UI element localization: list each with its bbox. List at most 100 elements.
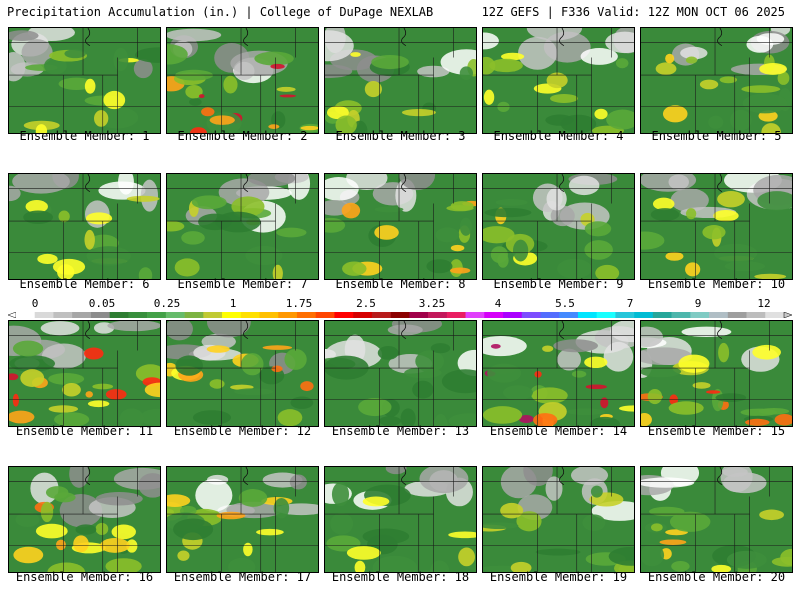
precip-area xyxy=(198,213,232,231)
precip-area xyxy=(167,220,185,232)
precip-area xyxy=(441,369,476,394)
dry-area xyxy=(641,477,695,488)
legend-tick-label: 1.75 xyxy=(285,297,313,310)
ensemble-member-label: Ensemble Member: 8 xyxy=(335,277,466,291)
ensemble-map-panel xyxy=(482,320,635,427)
dry-area xyxy=(568,175,600,196)
precip-area xyxy=(9,410,35,424)
precip-area xyxy=(585,384,607,390)
dry-area xyxy=(668,174,689,190)
precip-area xyxy=(450,267,471,274)
precip-area xyxy=(600,397,609,409)
precip-area xyxy=(404,367,442,379)
legend-color-swatch xyxy=(353,312,373,318)
precip-area xyxy=(777,71,790,85)
precip-area xyxy=(47,562,86,572)
precip-area xyxy=(25,200,48,214)
precip-area xyxy=(9,373,19,381)
precip-area xyxy=(484,207,532,218)
precip-area xyxy=(326,105,349,120)
precip-area xyxy=(759,63,787,75)
precip-area xyxy=(433,413,448,426)
legend-color-swatch xyxy=(746,312,766,318)
valid-time-label: 12Z GEFS | F336 Valid: 12Z MON OCT 06 20… xyxy=(481,5,785,19)
precip-area xyxy=(459,66,474,81)
ensemble-map-panel xyxy=(166,466,319,573)
dry-area xyxy=(140,179,159,212)
legend-color-swatch xyxy=(165,312,185,318)
dry-area xyxy=(483,336,527,357)
precip-area xyxy=(717,190,745,208)
precip-area xyxy=(209,115,235,125)
ensemble-member-label: Ensemble Member: 11 xyxy=(15,424,154,438)
precip-area xyxy=(761,123,781,133)
dry-area xyxy=(21,39,53,66)
precip-area xyxy=(655,62,677,76)
precip-area xyxy=(64,49,86,59)
precip-area xyxy=(571,370,587,378)
precip-area xyxy=(641,413,652,426)
precip-area xyxy=(741,85,781,93)
river-line xyxy=(85,467,91,486)
dry-area xyxy=(325,30,354,62)
dry-area xyxy=(195,478,233,512)
precip-area xyxy=(740,408,778,417)
precip-area xyxy=(262,345,293,350)
dry-area xyxy=(233,61,255,81)
legend-color-swatch xyxy=(72,312,92,318)
precip-area xyxy=(13,546,44,564)
ensemble-member-label: Ensemble Member: 3 xyxy=(335,129,466,143)
precip-area xyxy=(284,348,307,370)
precip-area xyxy=(374,206,404,213)
precip-area xyxy=(126,195,160,202)
precip-map xyxy=(9,28,160,133)
dry-area xyxy=(107,321,160,332)
precip-area xyxy=(490,343,501,349)
precip-area xyxy=(167,494,191,508)
precip-area xyxy=(502,385,533,401)
precip-area xyxy=(668,401,704,415)
ensemble-map-panel xyxy=(8,466,161,573)
precip-area xyxy=(290,396,314,409)
legend-color-bar xyxy=(8,312,792,318)
precip-area xyxy=(458,547,476,567)
river-line xyxy=(717,174,723,193)
precip-area xyxy=(759,509,785,521)
precip-area xyxy=(276,86,296,92)
precip-area xyxy=(641,544,665,567)
precip-area xyxy=(111,524,136,540)
ensemble-member-label: Ensemble Member: 7 xyxy=(177,277,308,291)
precip-area xyxy=(606,109,634,130)
precip-area xyxy=(228,557,256,572)
ensemble-map-panel xyxy=(166,320,319,427)
precip-area xyxy=(495,198,528,206)
river-line xyxy=(85,174,91,193)
river-line xyxy=(401,321,407,340)
precip-area xyxy=(483,89,495,105)
ensemble-member-label: Ensemble Member: 17 xyxy=(173,570,312,584)
precip-area xyxy=(175,355,203,376)
precip-area xyxy=(500,502,524,519)
precip-area xyxy=(270,63,285,70)
ensemble-member-label: Ensemble Member: 2 xyxy=(177,129,308,143)
precip-area xyxy=(354,560,366,572)
precip-area xyxy=(58,210,70,223)
legend-tick-label: 9 xyxy=(694,297,702,310)
precip-area xyxy=(754,273,787,279)
river-line xyxy=(717,321,723,340)
legend-color-swatch xyxy=(521,312,541,318)
dry-area xyxy=(167,28,222,42)
precip-area xyxy=(497,101,510,113)
legend-color-swatch xyxy=(671,312,691,318)
precip-area xyxy=(48,373,85,385)
precip-area xyxy=(12,340,44,357)
precip-area xyxy=(35,523,68,539)
precip-area xyxy=(608,546,634,566)
precip-area xyxy=(589,416,621,426)
precip-area xyxy=(685,208,697,220)
legend-tick-label: 5.5 xyxy=(555,297,575,310)
precip-area xyxy=(206,345,230,353)
dry-area xyxy=(681,326,732,338)
river-line xyxy=(559,28,565,47)
precip-area xyxy=(518,414,534,423)
